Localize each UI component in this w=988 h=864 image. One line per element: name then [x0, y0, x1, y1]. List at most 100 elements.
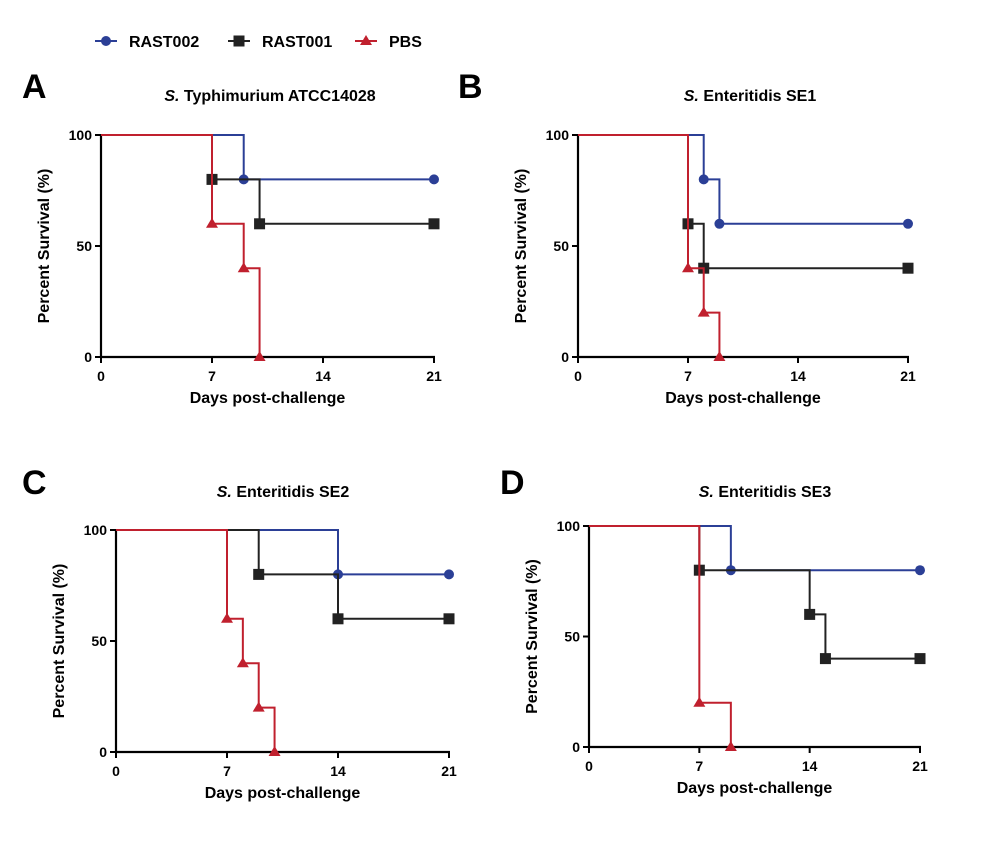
survival-curve — [589, 525, 920, 572]
survival-curve — [589, 525, 920, 660]
data-point-circle — [429, 174, 439, 185]
x-axis-label: Days post-challenge — [190, 390, 346, 407]
data-point-triangle — [268, 746, 281, 756]
x-tick-label: 14 — [330, 763, 346, 779]
series-pbs — [589, 525, 737, 751]
data-point-square — [443, 613, 455, 625]
panel-title: S. Enteritidis SE3 — [699, 484, 832, 501]
data-point-triangle — [682, 262, 694, 273]
y-tick-label: 50 — [553, 238, 569, 254]
series-rast002 — [101, 134, 439, 185]
legend-label: RAST001 — [262, 34, 332, 51]
data-point-triangle — [237, 262, 250, 273]
y-tick-label: 50 — [91, 633, 107, 649]
survival-curve — [578, 134, 908, 225]
data-point-triangle — [713, 351, 726, 361]
x-tick-label: 7 — [695, 758, 703, 774]
y-tick-label: 0 — [572, 739, 580, 755]
y-tick-label: 100 — [84, 522, 108, 538]
y-tick-label: 100 — [69, 127, 93, 143]
legend-item-rast001: RAST001 — [228, 34, 332, 51]
x-tick-label: 14 — [802, 758, 818, 774]
data-point-square — [902, 262, 914, 274]
data-point-triangle — [221, 612, 233, 623]
y-tick-label: 100 — [546, 127, 570, 143]
title-strain: Enteritidis SE1 — [699, 88, 816, 105]
survival-curve — [589, 525, 732, 747]
x-tick-label: 7 — [223, 763, 231, 779]
series-rast002 — [116, 529, 454, 580]
data-point-square — [804, 608, 816, 620]
data-point-triangle — [253, 351, 266, 361]
series-pbs — [116, 529, 281, 756]
survival-curve — [101, 134, 261, 357]
series-rast001 — [578, 134, 914, 274]
data-point-triangle — [693, 696, 706, 707]
panel-letter: B — [458, 68, 483, 106]
y-axis-label: Percent Survival (%) — [36, 169, 53, 324]
title-genus: S. — [217, 484, 232, 501]
y-axis-label: Percent Survival (%) — [524, 559, 541, 714]
x-tick-label: 0 — [574, 368, 582, 384]
panel-b: B S. Enteritidis SE1 0 50 100 0 7 14 21 Days post… — [458, 68, 916, 407]
x-tick-label: 21 — [900, 368, 916, 384]
data-point-triangle — [724, 741, 737, 751]
x-tick-label: 21 — [426, 368, 442, 384]
x-tick-label: 14 — [315, 368, 331, 384]
data-point-square — [332, 613, 344, 625]
data-point-circle — [903, 218, 913, 229]
y-tick-label: 50 — [564, 629, 580, 645]
data-point-square — [914, 653, 926, 665]
x-tick-label: 0 — [585, 758, 593, 774]
data-point-square — [254, 218, 266, 230]
panel-c: C S. Enteritidis SE2 0 50 100 0 7 14 21 Days post… — [22, 464, 457, 802]
survival-curve — [101, 134, 434, 181]
x-tick-label: 7 — [208, 368, 216, 384]
data-point-circle — [444, 569, 454, 580]
data-point-triangle — [697, 306, 710, 317]
survival-curve — [116, 529, 449, 620]
panel-title: S. Typhimurium ATCC14028 — [164, 88, 375, 105]
series-rast001 — [589, 525, 926, 665]
legend-label: PBS — [389, 34, 422, 51]
legend-marker-square — [233, 35, 245, 47]
panel-d: D S. Enteritidis SE3 0 50 100 0 7 14 21 Days post… — [500, 464, 928, 797]
series-rast002 — [578, 134, 913, 229]
data-point-square — [253, 568, 265, 580]
panel-letter: A — [22, 68, 47, 106]
survival-curve — [116, 529, 276, 752]
y-tick-label: 0 — [561, 349, 569, 365]
y-tick-label: 0 — [84, 349, 92, 365]
x-tick-label: 21 — [441, 763, 457, 779]
title-strain: Enteritidis SE3 — [714, 484, 831, 501]
title-strain: Enteritidis SE2 — [232, 484, 349, 501]
x-axis-label: Days post-challenge — [205, 785, 361, 802]
panel-letter: C — [22, 464, 47, 502]
legend-label: RAST002 — [129, 34, 199, 51]
x-tick-label: 0 — [112, 763, 120, 779]
data-point-square — [428, 218, 440, 230]
series-rast001 — [101, 134, 440, 230]
x-axis-label: Days post-challenge — [665, 390, 821, 407]
data-point-triangle — [206, 217, 218, 228]
panel-letter: D — [500, 464, 525, 502]
panel-a: A S. Typhimurium ATCC14028 0 50 100 0 7 14 21 Day… — [22, 68, 442, 407]
data-point-triangle — [236, 657, 249, 668]
x-tick-label: 21 — [912, 758, 928, 774]
x-tick-label: 0 — [97, 368, 105, 384]
y-tick-label: 0 — [99, 744, 107, 760]
series-pbs — [578, 134, 726, 361]
data-point-square — [819, 653, 831, 665]
x-tick-label: 14 — [790, 368, 806, 384]
survival-curve — [116, 529, 449, 576]
data-point-circle — [915, 565, 925, 576]
legend-marker-circle — [101, 36, 111, 46]
legend-item-pbs: PBS — [355, 34, 422, 51]
x-axis-label: Days post-challenge — [677, 780, 833, 797]
series-rast001 — [116, 529, 455, 625]
survival-curve — [578, 134, 908, 270]
legend: RAST002 RAST001 PBS — [95, 34, 422, 51]
panels: A S. Typhimurium ATCC14028 0 50 100 0 7 14 21 Day… — [22, 68, 928, 802]
data-point-circle — [714, 218, 725, 229]
